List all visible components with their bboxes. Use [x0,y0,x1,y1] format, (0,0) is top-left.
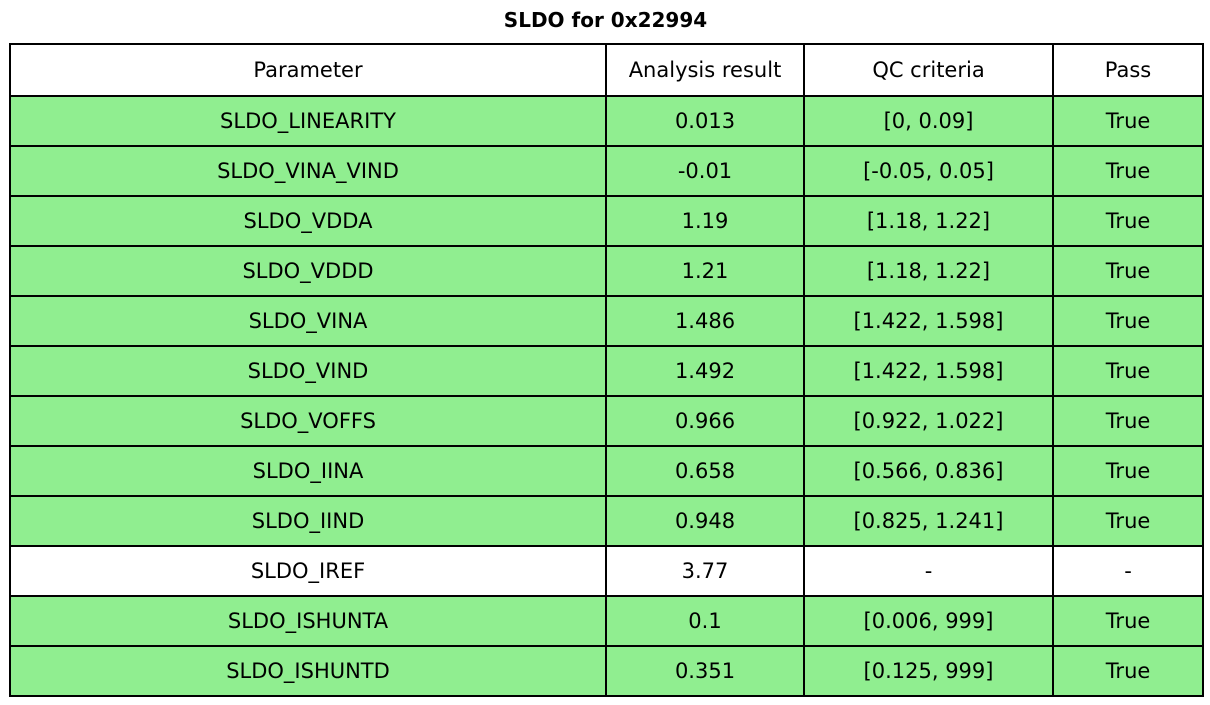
pass-cell: True [1052,245,1204,297]
table-row: SLDO_VOFFS 0.966 [0.922, 1.022] True [9,395,1204,447]
table-row: SLDO_VDDD 1.21 [1.18, 1.22] True [9,245,1204,297]
analysis_result-cell: 0.966 [605,395,805,447]
analysis_result-cell: 0.013 [605,95,805,147]
pass-cell: True [1052,195,1204,247]
column-header: Pass [1052,43,1204,97]
pass-cell: True [1052,445,1204,497]
parameter-cell: SLDO_IINA [9,445,607,497]
parameter-cell: SLDO_VOFFS [9,395,607,447]
table-body: SLDO_LINEARITY 0.013 [0, 0.09] True SLDO_VIN… [9,95,1204,697]
qc-results-table: Parameter Analysis result QC criteria Pass … [9,43,1204,697]
header-row: Parameter Analysis result QC criteria Pass [9,43,1204,97]
table-row: SLDO_ISHUNTD 0.351 [0.125, 999] True [9,645,1204,697]
analysis_result-cell: 0.1 [605,595,805,647]
parameter-cell: SLDO_LINEARITY [9,95,607,147]
qc_criteria-cell: [0.006, 999] [803,595,1054,647]
parameter-cell: SLDO_IIND [9,495,607,547]
analysis_result-cell: -0.01 [605,145,805,197]
table-row: SLDO_VIND 1.492 [1.422, 1.598] True [9,345,1204,397]
qc_criteria-cell: [1.422, 1.598] [803,295,1054,347]
parameter-cell: SLDO_ISHUNTD [9,645,607,697]
analysis_result-cell: 1.492 [605,345,805,397]
qc_criteria-cell: [0.125, 999] [803,645,1054,697]
pass-cell: True [1052,145,1204,197]
parameter-cell: SLDO_VDDD [9,245,607,297]
qc_criteria-cell: [0.922, 1.022] [803,395,1054,447]
qc_criteria-cell: [-0.05, 0.05] [803,145,1054,197]
analysis_result-cell: 0.351 [605,645,805,697]
analysis_result-cell: 0.658 [605,445,805,497]
table-row: SLDO_ISHUNTA 0.1 [0.006, 999] True [9,595,1204,647]
pass-cell: True [1052,345,1204,397]
qc_criteria-cell: [0.566, 0.836] [803,445,1054,497]
parameter-cell: SLDO_VIND [9,345,607,397]
column-header: QC criteria [803,43,1054,97]
analysis_result-cell: 1.19 [605,195,805,247]
pass-cell: True [1052,395,1204,447]
parameter-cell: SLDO_VINA [9,295,607,347]
column-header: Analysis result [605,43,805,97]
table-row: SLDO_IINA 0.658 [0.566, 0.836] True [9,445,1204,497]
table-row: SLDO_VINA_VIND -0.01 [-0.05, 0.05] True [9,145,1204,197]
table-row: SLDO_LINEARITY 0.013 [0, 0.09] True [9,95,1204,147]
pass-cell: True [1052,95,1204,147]
pass-cell: True [1052,495,1204,547]
qc_criteria-cell: [1.422, 1.598] [803,345,1054,397]
table-row: SLDO_VDDA 1.19 [1.18, 1.22] True [9,195,1204,247]
qc_criteria-cell: [1.18, 1.22] [803,195,1054,247]
pass-cell: True [1052,645,1204,697]
pass-cell: - [1052,545,1204,597]
column-header: Parameter [9,43,607,97]
qc_criteria-cell: [1.18, 1.22] [803,245,1054,297]
table-row: SLDO_IREF 3.77- - [9,545,1204,597]
analysis_result-cell: 1.486 [605,295,805,347]
table-title: SLDO for 0x22994 [503,8,708,32]
table-row: SLDO_VINA 1.486 [1.422, 1.598] True [9,295,1204,347]
pass-cell: True [1052,295,1204,347]
parameter-cell: SLDO_VINA_VIND [9,145,607,197]
parameter-cell: SLDO_ISHUNTA [9,595,607,647]
analysis_result-cell: 3.77 [605,545,805,597]
analysis_result-cell: 1.21 [605,245,805,297]
table-row: SLDO_IIND 0.948 [0.825, 1.241] True [9,495,1204,547]
analysis_result-cell: 0.948 [605,495,805,547]
qc_criteria-cell: [0.825, 1.241] [803,495,1054,547]
qc_criteria-cell: - [803,545,1054,597]
parameter-cell: SLDO_IREF [9,545,607,597]
pass-cell: True [1052,595,1204,647]
qc_criteria-cell: [0, 0.09] [803,95,1054,147]
parameter-cell: SLDO_VDDA [9,195,607,247]
